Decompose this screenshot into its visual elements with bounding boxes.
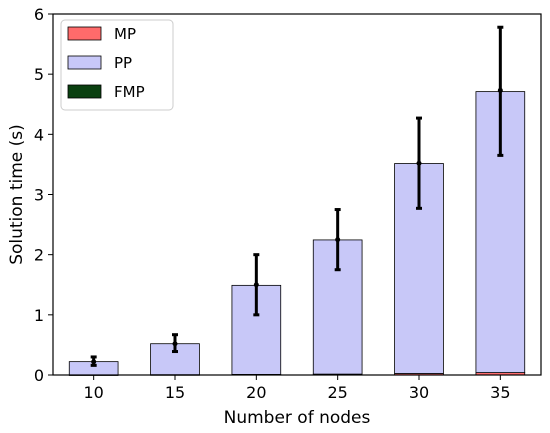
- x-tick-label-20: 20: [246, 383, 266, 402]
- legend-label-fmp: FMP: [114, 83, 145, 101]
- x-tick-label-15: 15: [165, 383, 185, 402]
- error-center-35: [497, 87, 503, 93]
- x-tick-label-35: 35: [490, 383, 510, 402]
- error-center-15: [172, 341, 178, 347]
- y-tick-label-5: 5: [34, 65, 44, 84]
- x-ticks: 10 15 20 25 30 35: [83, 375, 511, 402]
- legend: MP PP FMP: [60, 19, 174, 111]
- error-center-25: [335, 237, 341, 243]
- legend-label-mp: MP: [114, 25, 136, 43]
- error-center-20: [253, 282, 259, 288]
- y-ticks: 0 1 2 3 4 5 6: [34, 5, 53, 385]
- error-center-10: [91, 359, 97, 365]
- legend-label-pp: PP: [114, 54, 132, 72]
- y-tick-label-3: 3: [34, 186, 44, 205]
- y-axis-label: Solution time (s): [7, 124, 27, 265]
- x-tick-label-25: 25: [327, 383, 347, 402]
- error-bars-layer: [90, 25, 504, 367]
- x-tick-label-30: 30: [409, 383, 429, 402]
- legend-swatch-mp: [67, 26, 102, 41]
- y-tick-label-2: 2: [34, 246, 44, 265]
- bars-layer: [68, 91, 526, 376]
- x-tick-label-10: 10: [83, 383, 103, 402]
- error-center-30: [416, 160, 422, 166]
- legend-swatch-fmp: [67, 84, 102, 99]
- legend-swatch-pp: [67, 55, 102, 70]
- y-tick-label-4: 4: [34, 125, 44, 144]
- x-axis-label: Number of nodes: [224, 408, 371, 428]
- y-tick-label-0: 0: [34, 366, 44, 385]
- y-tick-label-6: 6: [34, 5, 44, 24]
- y-tick-label-1: 1: [34, 306, 44, 325]
